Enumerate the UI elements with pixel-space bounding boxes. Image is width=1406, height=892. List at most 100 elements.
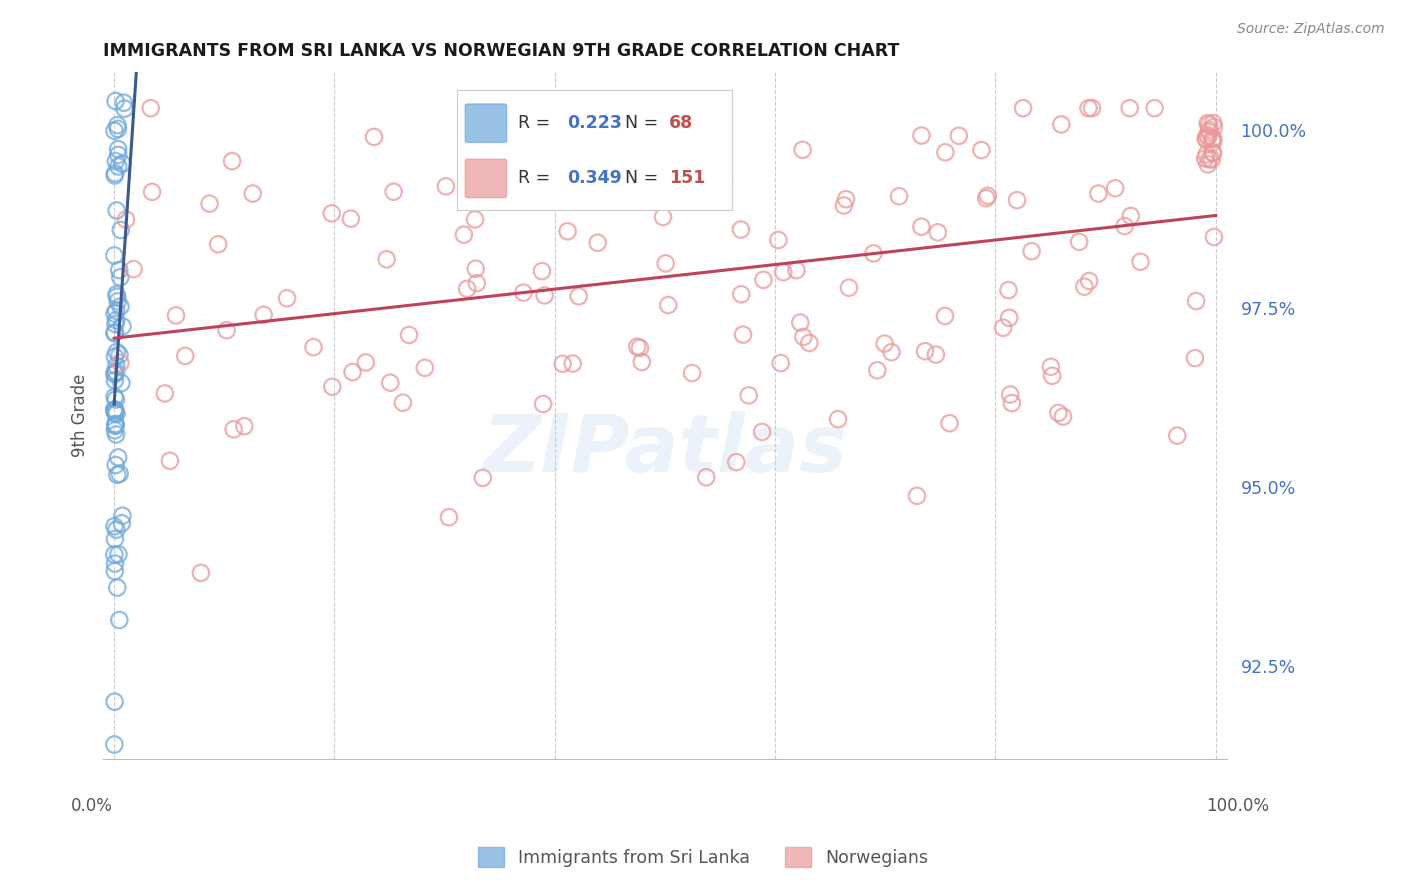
- Y-axis label: 9th Grade: 9th Grade: [72, 374, 89, 458]
- Point: [681, 366, 703, 380]
- Point: [866, 363, 889, 377]
- Point: [103, 738, 125, 752]
- Point: [107, 160, 129, 174]
- Point: [1198, 153, 1220, 167]
- Point: [105, 359, 128, 373]
- Point: [725, 455, 748, 469]
- Point: [1197, 128, 1219, 143]
- Point: [1198, 118, 1220, 132]
- Point: [1202, 135, 1225, 149]
- Point: [1202, 230, 1225, 244]
- Point: [905, 489, 928, 503]
- Point: [679, 104, 702, 119]
- Point: [731, 327, 754, 342]
- Point: [768, 233, 790, 247]
- Text: IMMIGRANTS FROM SRI LANKA VS NORWEGIAN 9TH GRADE CORRELATION CHART: IMMIGRANTS FROM SRI LANKA VS NORWEGIAN 9…: [103, 42, 900, 60]
- Point: [628, 341, 651, 355]
- Text: Source: ZipAtlas.com: Source: ZipAtlas.com: [1237, 22, 1385, 37]
- Point: [1050, 117, 1073, 131]
- Point: [471, 471, 494, 485]
- Point: [104, 373, 127, 387]
- Point: [1047, 406, 1070, 420]
- Point: [104, 458, 127, 472]
- Point: [107, 294, 129, 309]
- Point: [1129, 254, 1152, 268]
- Point: [1201, 146, 1223, 161]
- Point: [104, 350, 127, 364]
- Point: [103, 307, 125, 321]
- Point: [456, 282, 478, 296]
- Point: [1119, 209, 1142, 223]
- Point: [103, 403, 125, 417]
- Point: [531, 264, 554, 278]
- Point: [233, 419, 256, 434]
- Point: [221, 154, 243, 169]
- Point: [862, 246, 884, 260]
- Point: [398, 328, 420, 343]
- Point: [354, 355, 377, 369]
- Point: [652, 210, 675, 224]
- Point: [104, 423, 127, 437]
- Point: [104, 407, 127, 421]
- Point: [342, 365, 364, 379]
- Point: [105, 467, 128, 482]
- Point: [434, 179, 457, 194]
- Point: [887, 189, 910, 203]
- Point: [1039, 359, 1062, 374]
- Point: [533, 288, 555, 302]
- Point: [654, 256, 676, 270]
- Point: [880, 345, 903, 359]
- Point: [105, 427, 128, 442]
- Point: [997, 283, 1019, 297]
- Point: [925, 348, 948, 362]
- Point: [105, 581, 128, 595]
- Point: [114, 102, 136, 116]
- Point: [561, 357, 583, 371]
- Point: [110, 223, 132, 237]
- Point: [568, 289, 591, 303]
- Point: [103, 548, 125, 562]
- Point: [934, 309, 956, 323]
- Point: [242, 186, 264, 201]
- Point: [738, 388, 761, 402]
- Point: [159, 454, 181, 468]
- Point: [464, 261, 486, 276]
- Point: [392, 395, 415, 409]
- Point: [107, 148, 129, 162]
- Point: [340, 211, 363, 226]
- Point: [1040, 368, 1063, 383]
- Point: [253, 308, 276, 322]
- Point: [785, 263, 807, 277]
- Point: [730, 287, 752, 301]
- Point: [222, 422, 245, 436]
- Point: [873, 336, 896, 351]
- Point: [107, 118, 129, 132]
- Point: [1001, 396, 1024, 410]
- Point: [141, 185, 163, 199]
- Point: [586, 235, 609, 250]
- Point: [105, 290, 128, 304]
- Point: [934, 145, 956, 160]
- Point: [1201, 132, 1223, 146]
- Point: [115, 212, 138, 227]
- Point: [110, 356, 132, 370]
- Text: ZIPatlas: ZIPatlas: [482, 411, 848, 489]
- Point: [792, 330, 814, 344]
- Point: [104, 166, 127, 180]
- Point: [165, 309, 187, 323]
- Point: [103, 326, 125, 341]
- Point: [630, 355, 652, 369]
- Point: [977, 188, 1000, 202]
- Point: [789, 316, 811, 330]
- Point: [1197, 129, 1219, 144]
- Point: [111, 157, 134, 171]
- Point: [122, 262, 145, 277]
- Point: [914, 344, 936, 359]
- Point: [713, 171, 735, 186]
- Point: [835, 192, 858, 206]
- Point: [104, 695, 127, 709]
- Point: [1143, 101, 1166, 115]
- Point: [105, 303, 128, 318]
- Point: [927, 225, 949, 239]
- Point: [1202, 132, 1225, 146]
